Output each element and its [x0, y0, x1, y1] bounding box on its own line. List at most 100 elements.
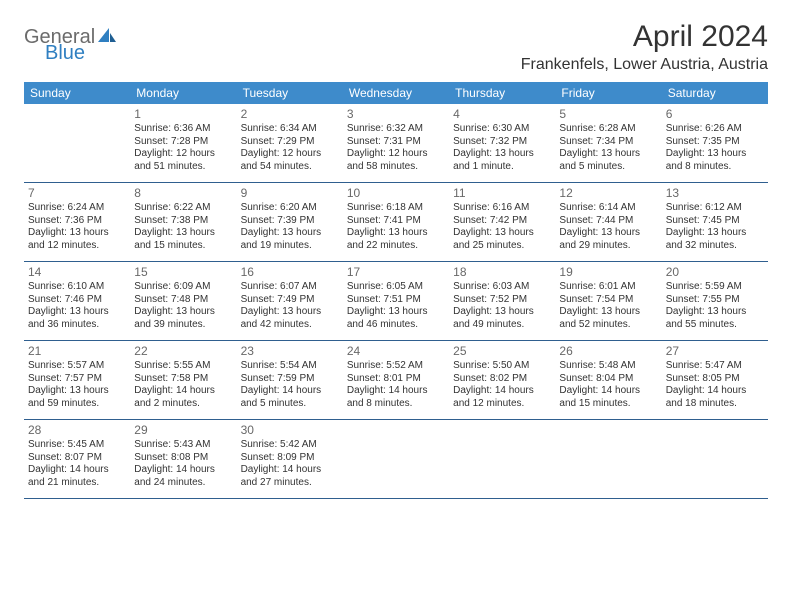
- daylight-line: Daylight: 12 hours: [347, 148, 445, 161]
- day-number: 30: [241, 423, 339, 438]
- daylight-line: Daylight: 14 hours: [347, 385, 445, 398]
- sunrise-line: Sunrise: 5:45 AM: [28, 439, 126, 452]
- day-cell: 27Sunrise: 5:47 AMSunset: 8:05 PMDayligh…: [662, 341, 768, 419]
- sunset-line: Sunset: 8:04 PM: [559, 373, 657, 386]
- sunrise-line: Sunrise: 6:34 AM: [241, 123, 339, 136]
- day-cell: 23Sunrise: 5:54 AMSunset: 7:59 PMDayligh…: [237, 341, 343, 419]
- week-row: 1Sunrise: 6:36 AMSunset: 7:28 PMDaylight…: [24, 104, 768, 183]
- daylight-line: and 12 minutes.: [28, 240, 126, 253]
- sunrise-line: Sunrise: 6:28 AM: [559, 123, 657, 136]
- weekday-tuesday: Tuesday: [237, 82, 343, 104]
- day-cell: 10Sunrise: 6:18 AMSunset: 7:41 PMDayligh…: [343, 183, 449, 261]
- day-number: 5: [559, 107, 657, 122]
- daylight-line: and 25 minutes.: [453, 240, 551, 253]
- day-number: 20: [666, 265, 764, 280]
- daylight-line: Daylight: 14 hours: [241, 464, 339, 477]
- daylight-line: Daylight: 13 hours: [241, 227, 339, 240]
- day-number: 10: [347, 186, 445, 201]
- sunset-line: Sunset: 7:38 PM: [134, 215, 232, 228]
- day-cell: 13Sunrise: 6:12 AMSunset: 7:45 PMDayligh…: [662, 183, 768, 261]
- day-number: 22: [134, 344, 232, 359]
- sunrise-line: Sunrise: 6:10 AM: [28, 281, 126, 294]
- weekday-header-row: Sunday Monday Tuesday Wednesday Thursday…: [24, 82, 768, 104]
- day-number: 15: [134, 265, 232, 280]
- week-row: 7Sunrise: 6:24 AMSunset: 7:36 PMDaylight…: [24, 183, 768, 262]
- sunset-line: Sunset: 7:57 PM: [28, 373, 126, 386]
- week-row: 14Sunrise: 6:10 AMSunset: 7:46 PMDayligh…: [24, 262, 768, 341]
- day-cell: 4Sunrise: 6:30 AMSunset: 7:32 PMDaylight…: [449, 104, 555, 182]
- daylight-line: Daylight: 13 hours: [666, 306, 764, 319]
- daylight-line: Daylight: 14 hours: [453, 385, 551, 398]
- sunrise-line: Sunrise: 5:43 AM: [134, 439, 232, 452]
- daylight-line: and 15 minutes.: [134, 240, 232, 253]
- day-cell: 19Sunrise: 6:01 AMSunset: 7:54 PMDayligh…: [555, 262, 661, 340]
- month-title: April 2024: [521, 20, 768, 54]
- sunset-line: Sunset: 7:34 PM: [559, 136, 657, 149]
- sunrise-line: Sunrise: 5:42 AM: [241, 439, 339, 452]
- day-cell: 2Sunrise: 6:34 AMSunset: 7:29 PMDaylight…: [237, 104, 343, 182]
- day-cell: 14Sunrise: 6:10 AMSunset: 7:46 PMDayligh…: [24, 262, 130, 340]
- day-cell: 5Sunrise: 6:28 AMSunset: 7:34 PMDaylight…: [555, 104, 661, 182]
- sunset-line: Sunset: 7:35 PM: [666, 136, 764, 149]
- day-number: 21: [28, 344, 126, 359]
- daylight-line: Daylight: 13 hours: [453, 306, 551, 319]
- sunset-line: Sunset: 8:08 PM: [134, 452, 232, 465]
- sunrise-line: Sunrise: 6:09 AM: [134, 281, 232, 294]
- sunset-line: Sunset: 7:51 PM: [347, 294, 445, 307]
- daylight-line: and 21 minutes.: [28, 477, 126, 490]
- sunset-line: Sunset: 7:39 PM: [241, 215, 339, 228]
- daylight-line: Daylight: 13 hours: [666, 148, 764, 161]
- daylight-line: and 55 minutes.: [666, 319, 764, 332]
- title-block: April 2024 Frankenfels, Lower Austria, A…: [521, 20, 768, 74]
- day-number: 16: [241, 265, 339, 280]
- sunset-line: Sunset: 8:07 PM: [28, 452, 126, 465]
- daylight-line: Daylight: 13 hours: [28, 306, 126, 319]
- sunset-line: Sunset: 7:42 PM: [453, 215, 551, 228]
- daylight-line: Daylight: 13 hours: [28, 385, 126, 398]
- day-number: 11: [453, 186, 551, 201]
- day-cell: 11Sunrise: 6:16 AMSunset: 7:42 PMDayligh…: [449, 183, 555, 261]
- daylight-line: Daylight: 13 hours: [28, 227, 126, 240]
- day-cell: 21Sunrise: 5:57 AMSunset: 7:57 PMDayligh…: [24, 341, 130, 419]
- day-number: 14: [28, 265, 126, 280]
- day-cell: 24Sunrise: 5:52 AMSunset: 8:01 PMDayligh…: [343, 341, 449, 419]
- sunrise-line: Sunrise: 6:30 AM: [453, 123, 551, 136]
- day-number: 3: [347, 107, 445, 122]
- sunrise-line: Sunrise: 5:59 AM: [666, 281, 764, 294]
- logo-text-blue: Blue: [45, 42, 85, 64]
- daylight-line: Daylight: 14 hours: [241, 385, 339, 398]
- sunrise-line: Sunrise: 6:22 AM: [134, 202, 232, 215]
- daylight-line: Daylight: 14 hours: [134, 385, 232, 398]
- daylight-line: and 46 minutes.: [347, 319, 445, 332]
- daylight-line: and 8 minutes.: [666, 161, 764, 174]
- daylight-line: Daylight: 14 hours: [134, 464, 232, 477]
- sunrise-line: Sunrise: 6:07 AM: [241, 281, 339, 294]
- sunrise-line: Sunrise: 6:12 AM: [666, 202, 764, 215]
- day-cell: 30Sunrise: 5:42 AMSunset: 8:09 PMDayligh…: [237, 420, 343, 498]
- day-number: 19: [559, 265, 657, 280]
- daylight-line: and 24 minutes.: [134, 477, 232, 490]
- sunset-line: Sunset: 7:46 PM: [28, 294, 126, 307]
- daylight-line: Daylight: 13 hours: [347, 227, 445, 240]
- logo-text-blue-wrap: Blue: [45, 42, 85, 65]
- day-number: 9: [241, 186, 339, 201]
- day-number: 7: [28, 186, 126, 201]
- week-row: 21Sunrise: 5:57 AMSunset: 7:57 PMDayligh…: [24, 341, 768, 420]
- day-number: 29: [134, 423, 232, 438]
- daylight-line: and 39 minutes.: [134, 319, 232, 332]
- daylight-line: Daylight: 13 hours: [134, 306, 232, 319]
- sunset-line: Sunset: 7:49 PM: [241, 294, 339, 307]
- daylight-line: and 51 minutes.: [134, 161, 232, 174]
- daylight-line: Daylight: 14 hours: [666, 385, 764, 398]
- day-cell: 16Sunrise: 6:07 AMSunset: 7:49 PMDayligh…: [237, 262, 343, 340]
- sunrise-line: Sunrise: 5:50 AM: [453, 360, 551, 373]
- day-number: 24: [347, 344, 445, 359]
- weekday-monday: Monday: [130, 82, 236, 104]
- day-cell: 6Sunrise: 6:26 AMSunset: 7:35 PMDaylight…: [662, 104, 768, 182]
- sunset-line: Sunset: 8:05 PM: [666, 373, 764, 386]
- daylight-line: Daylight: 12 hours: [241, 148, 339, 161]
- daylight-line: Daylight: 13 hours: [453, 227, 551, 240]
- sunset-line: Sunset: 7:45 PM: [666, 215, 764, 228]
- day-cell: 28Sunrise: 5:45 AMSunset: 8:07 PMDayligh…: [24, 420, 130, 498]
- sunset-line: Sunset: 7:54 PM: [559, 294, 657, 307]
